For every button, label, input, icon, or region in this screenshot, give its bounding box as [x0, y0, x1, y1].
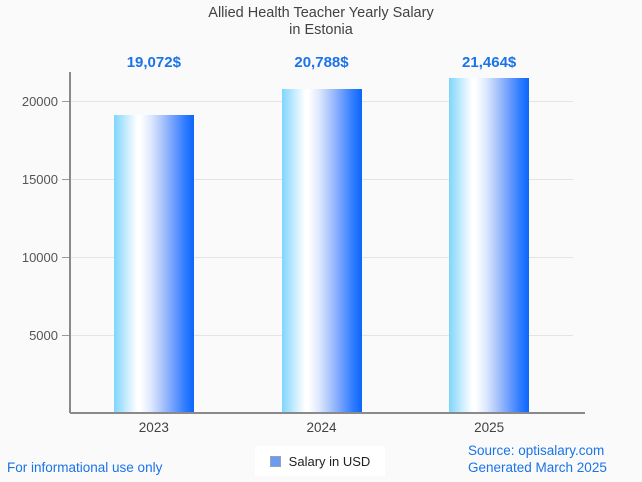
bar-value-label: 21,464$ — [462, 54, 517, 71]
bar-2023[interactable] — [113, 115, 194, 413]
y-tickmark — [62, 100, 70, 102]
y-axis-tick-label: 5000 — [29, 328, 58, 343]
y-axis-tick-label: 10000 — [21, 250, 58, 265]
y-axis-tick-label: 20000 — [21, 94, 58, 109]
chart-title: Allied Health Teacher Yearly Salary in E… — [0, 5, 642, 38]
y-tickmark — [62, 178, 70, 180]
legend: Salary in USD — [255, 446, 385, 476]
x-axis-category-label: 2025 — [474, 420, 505, 435]
bar-2025[interactable] — [449, 78, 530, 413]
bar-value-label: 20,788$ — [294, 54, 349, 71]
bar-2024[interactable] — [281, 88, 362, 413]
legend-label: Salary in USD — [288, 453, 371, 469]
x-axis-category-label: 2024 — [306, 420, 337, 435]
source-link[interactable]: Source: optisalary.com — [468, 443, 605, 458]
source-block: Source: optisalary.com Generated March 2… — [468, 443, 607, 476]
chart-title-line1: Allied Health Teacher Yearly Salary — [208, 5, 434, 21]
legend-marker-icon — [269, 455, 281, 467]
x-axis-category-label: 2023 — [138, 420, 169, 435]
y-axis-line — [69, 72, 71, 413]
y-tickmark — [62, 256, 70, 258]
disclaimer-text: For informational use only — [7, 460, 163, 475]
generated-text: Generated March 2025 — [468, 459, 607, 475]
chart-title-line2: in Estonia — [289, 21, 353, 38]
y-axis-tick-label: 15000 — [21, 172, 58, 187]
x-axis-line — [70, 412, 585, 414]
bar-value-label: 19,072$ — [126, 54, 181, 71]
y-tickmark — [62, 334, 70, 336]
